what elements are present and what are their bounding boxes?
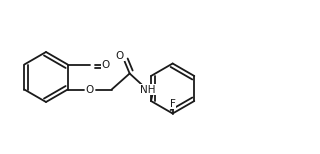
Text: NH: NH (140, 85, 156, 95)
Text: O: O (116, 51, 124, 61)
Text: O: O (85, 85, 94, 95)
Text: F: F (170, 99, 176, 109)
Text: O: O (101, 59, 110, 69)
